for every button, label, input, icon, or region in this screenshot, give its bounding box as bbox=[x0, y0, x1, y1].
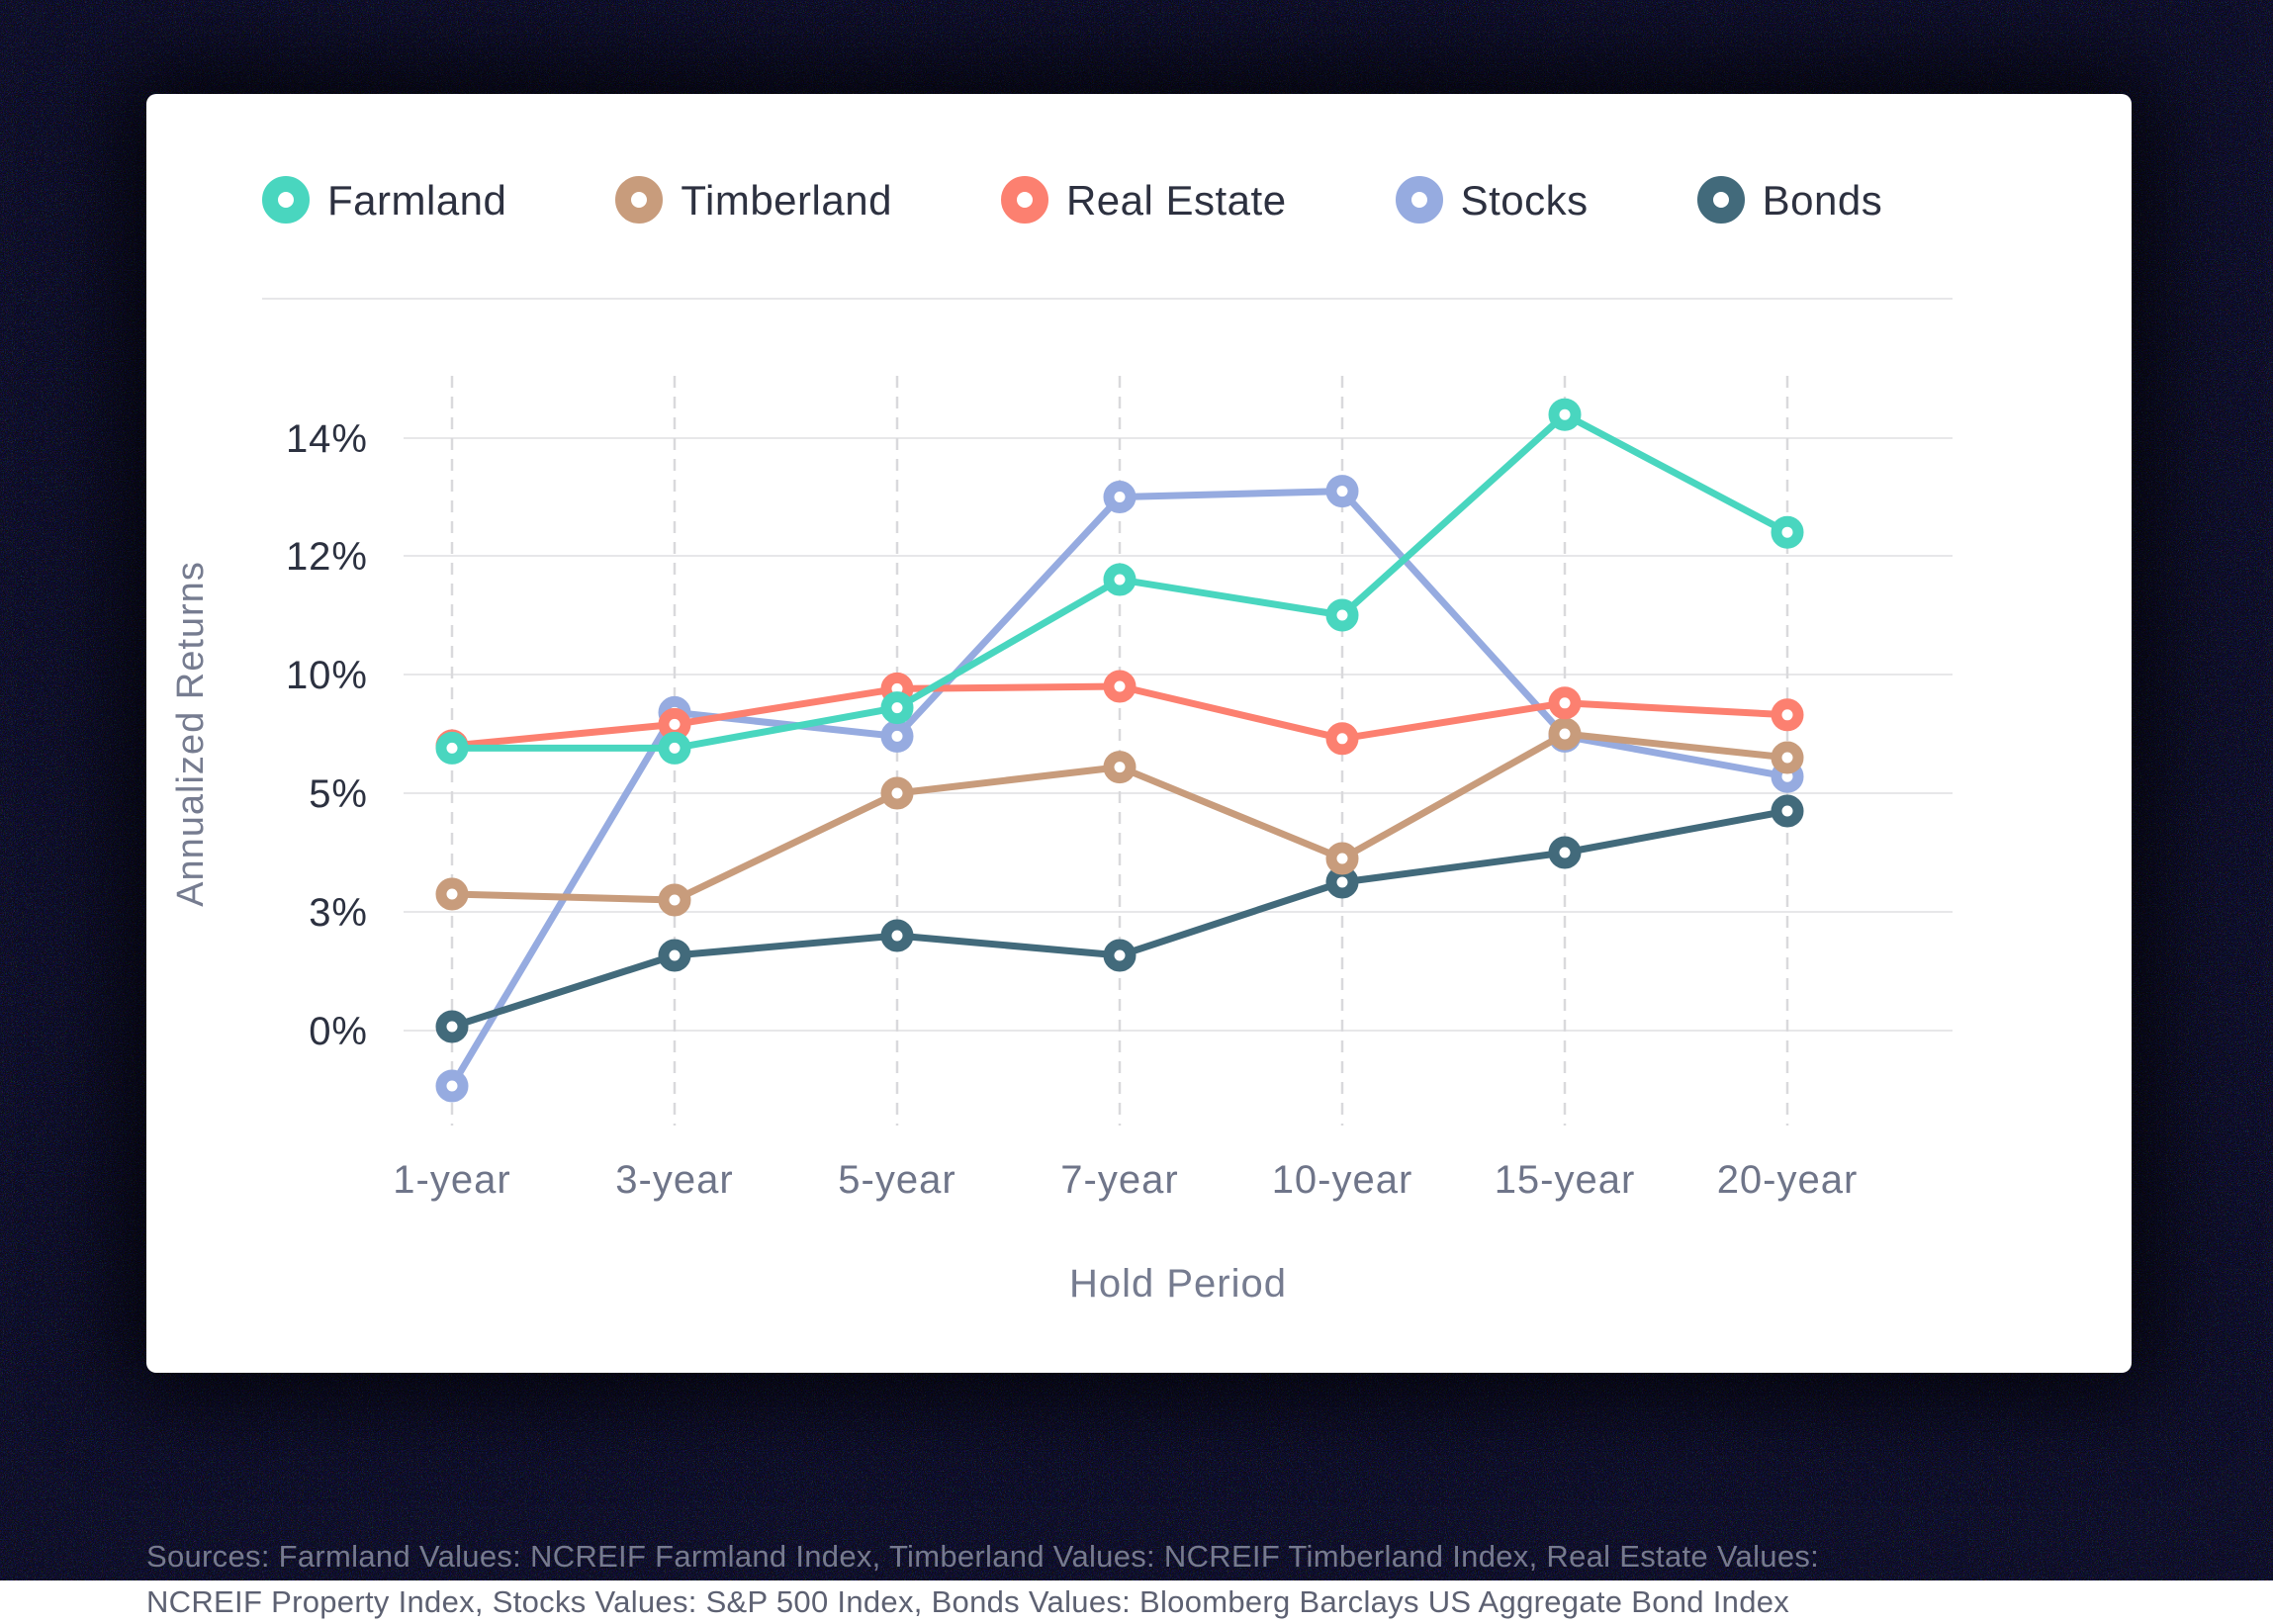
x-tick: 7-year bbox=[1060, 1158, 1178, 1202]
data-point-timberland-20-year bbox=[1771, 741, 1804, 774]
x-axis-title: Hold Period bbox=[1069, 1262, 1287, 1306]
data-point-stocks-5-year bbox=[880, 719, 914, 753]
x-axis-tick-labels: 1-year 3-year 5-year 7-year 10-year 15-y… bbox=[393, 1158, 1859, 1202]
y-tick: 14% bbox=[286, 417, 368, 461]
x-tick: 5-year bbox=[838, 1158, 955, 1202]
legend-item-farmland: Farmland bbox=[262, 176, 506, 224]
legend-donut-icon-real-estate bbox=[1000, 176, 1048, 224]
x-tick: 15-year bbox=[1495, 1158, 1636, 1202]
legend-item-bonds: Bonds bbox=[1696, 176, 1883, 224]
data-point-timberland-3-year bbox=[658, 883, 691, 917]
data-point-real-estate-10-year bbox=[1325, 722, 1359, 756]
legend-label: Farmland bbox=[327, 177, 507, 224]
data-point-timberland-7-year bbox=[1103, 751, 1136, 784]
legend-label: Real Estate bbox=[1065, 177, 1287, 224]
source-footnote-line1: Sources: Farmland Values: NCREIF Farmlan… bbox=[146, 1539, 1820, 1574]
data-point-bonds-20-year bbox=[1771, 794, 1804, 828]
y-tick: 10% bbox=[286, 654, 368, 697]
data-point-farmland-10-year bbox=[1325, 598, 1359, 632]
bottom-white-strip: NCREIF Property Index, Stocks Values: S&… bbox=[0, 1580, 2273, 1624]
series-layer bbox=[435, 398, 1804, 1103]
data-point-farmland-3-year bbox=[658, 731, 691, 765]
legend-donut-icon-timberland bbox=[615, 176, 664, 224]
y-tick: 5% bbox=[309, 772, 368, 816]
data-point-stocks-7-year bbox=[1103, 481, 1136, 513]
series-timberland bbox=[435, 717, 1804, 917]
data-point-stocks-10-year bbox=[1325, 475, 1359, 508]
legend-donut-icon-stocks bbox=[1395, 176, 1443, 224]
data-point-timberland-1-year bbox=[435, 877, 469, 911]
data-point-real-estate-7-year bbox=[1103, 670, 1136, 703]
data-point-farmland-1-year bbox=[435, 731, 469, 765]
x-tick: 3-year bbox=[615, 1158, 733, 1202]
x-tick: 10-year bbox=[1272, 1158, 1413, 1202]
data-point-timberland-15-year bbox=[1548, 717, 1582, 751]
data-point-farmland-15-year bbox=[1548, 398, 1582, 431]
y-tick: 0% bbox=[309, 1010, 368, 1053]
legend-donut-icon-bonds bbox=[1696, 176, 1745, 224]
source-footnote-line2: NCREIF Property Index, Stocks Values: S&… bbox=[146, 1584, 1790, 1619]
legend-item-timberland: Timberland bbox=[615, 176, 892, 224]
chart-card bbox=[146, 94, 2132, 1373]
data-point-bonds-15-year bbox=[1548, 836, 1582, 869]
y-axis-tick-labels: 14% 12% 10% 5% 3% 0% bbox=[286, 417, 368, 1053]
data-point-real-estate-15-year bbox=[1548, 686, 1582, 720]
data-point-real-estate-20-year bbox=[1771, 698, 1804, 732]
data-point-bonds-3-year bbox=[658, 939, 691, 972]
series-farmland bbox=[435, 398, 1804, 765]
horizontal-gridlines bbox=[404, 437, 1953, 1032]
y-axis-title: Annualized Returns bbox=[170, 561, 212, 907]
data-point-bonds-7-year bbox=[1103, 939, 1136, 972]
x-tick: 1-year bbox=[393, 1158, 510, 1202]
data-point-timberland-10-year bbox=[1325, 842, 1359, 875]
data-point-farmland-20-year bbox=[1771, 515, 1804, 549]
legend-item-real-estate: Real Estate bbox=[1000, 176, 1287, 224]
data-point-farmland-5-year bbox=[880, 691, 914, 725]
y-tick: 12% bbox=[286, 535, 368, 579]
chart-legend: Farmland Timberland Real Estate Stocks Bonds bbox=[262, 176, 1882, 224]
data-point-timberland-5-year bbox=[880, 776, 914, 810]
legend-donut-icon-farmland bbox=[262, 176, 310, 224]
legend-item-stocks: Stocks bbox=[1395, 176, 1589, 224]
data-point-bonds-5-year bbox=[880, 919, 914, 952]
legend-label: Stocks bbox=[1460, 177, 1589, 224]
legend-label: Timberland bbox=[681, 177, 892, 224]
data-point-farmland-7-year bbox=[1103, 563, 1136, 596]
legend-label: Bonds bbox=[1762, 177, 1883, 224]
y-tick: 3% bbox=[309, 891, 368, 935]
x-tick: 20-year bbox=[1717, 1158, 1859, 1202]
data-point-bonds-1-year bbox=[435, 1010, 469, 1043]
data-point-stocks-1-year bbox=[435, 1069, 469, 1103]
